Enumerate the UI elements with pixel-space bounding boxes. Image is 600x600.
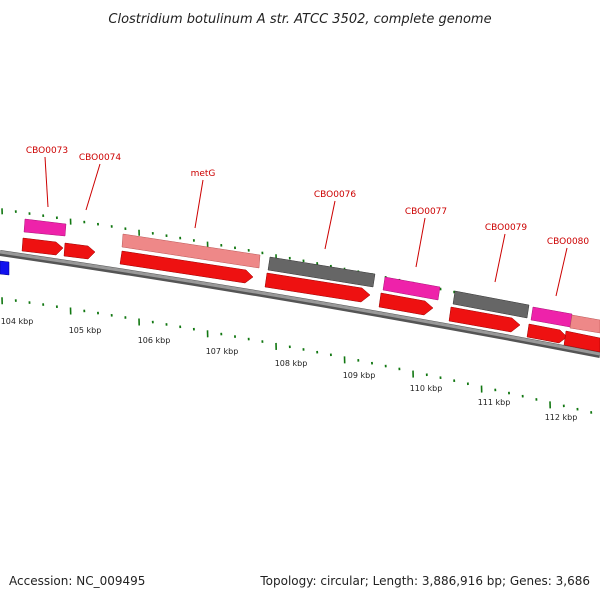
- kbp-label: 110 kbp: [410, 384, 443, 393]
- cds-arrow[interactable]: [119, 250, 254, 284]
- gene-label-metg[interactable]: metG: [191, 169, 216, 179]
- cds-arrow[interactable]: [526, 323, 568, 344]
- kbp-label: 106 kbp: [138, 336, 171, 345]
- gene-cbo0076-grey[interactable]: [267, 256, 376, 288]
- page-title: Clostridium botulinum A str. ATCC 3502, …: [108, 12, 491, 27]
- gene-callout-lines: [44, 156, 568, 297]
- gene-label-cbo0074[interactable]: CBO0074: [79, 153, 122, 163]
- genome-summary-text: Topology: circular; Length: 3,886,916 bp…: [259, 574, 590, 588]
- kbp-label: 104 kbp: [1, 317, 34, 326]
- kbp-label: 107 kbp: [206, 347, 239, 356]
- kbp-label: 112 kbp: [545, 413, 578, 422]
- kbp-label: 109 kbp: [343, 371, 376, 380]
- cds-arrow[interactable]: [378, 292, 434, 316]
- gene-label-cbo0080[interactable]: CBO0080: [547, 237, 590, 247]
- gene-right-edge-light[interactable]: [569, 314, 600, 334]
- accession-text: Accession: NC_009495: [9, 574, 145, 588]
- kbp-ruler-labels: 104 kbp 105 kbp 106 kbp 107 kbp 108 kbp …: [1, 317, 578, 422]
- cds-arrow-track: [21, 237, 600, 353]
- gene-cbo0079-grey[interactable]: [452, 290, 530, 319]
- gene-label-cbo0077[interactable]: CBO0077: [405, 207, 447, 217]
- gene-label-cbo0079[interactable]: CBO0079: [485, 223, 528, 233]
- gene-cbo0073-pink[interactable]: [23, 218, 67, 237]
- gene-blue-left[interactable]: [0, 260, 10, 276]
- inner-ruler-ring: [1, 297, 593, 414]
- gene-metg-light[interactable]: [121, 233, 261, 269]
- cds-arrow[interactable]: [21, 237, 64, 256]
- kbp-label: 105 kbp: [69, 326, 102, 335]
- kbp-label: 111 kbp: [478, 398, 511, 407]
- gene-label-cbo0073[interactable]: CBO0073: [26, 146, 68, 156]
- gene-cbo0077-pink[interactable]: [382, 276, 441, 301]
- gene-label-cbo0076[interactable]: CBO0076: [314, 190, 357, 200]
- cds-arrow[interactable]: [448, 306, 521, 333]
- gene-labels: CBO0073 CBO0074 metG CBO0076 CBO0077 CBO…: [26, 146, 590, 247]
- gene-cbo0080-pink[interactable]: [530, 306, 573, 328]
- cds-arrow[interactable]: [563, 330, 600, 353]
- genome-backbone: [0, 250, 600, 358]
- kbp-label: 108 kbp: [275, 359, 308, 368]
- upper-gene-track: [23, 218, 600, 334]
- cds-arrow[interactable]: [264, 272, 371, 303]
- cds-arrow[interactable]: [63, 242, 96, 260]
